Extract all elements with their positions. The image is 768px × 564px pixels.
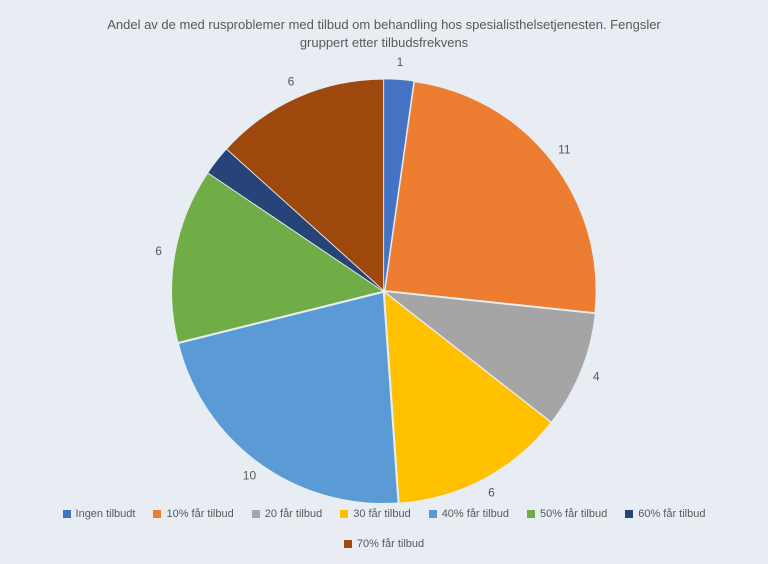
legend-label: Ingen tilbudt (76, 508, 136, 520)
pie-slices (172, 79, 596, 503)
legend-swatch (340, 510, 348, 518)
legend-swatch (625, 510, 633, 518)
title-line-1: Andel av de med rusproblemer med tilbud … (107, 17, 661, 32)
slice-value-label: 6 (155, 244, 162, 258)
legend-item: 70% får tilbud (344, 538, 424, 550)
legend-label: 10% får tilbud (166, 508, 233, 520)
slice-value-label: 6 (288, 74, 295, 88)
slice-value-label: 1 (397, 56, 404, 69)
legend-swatch (527, 510, 535, 518)
legend-label: 40% får tilbud (442, 508, 509, 520)
legend-swatch (429, 510, 437, 518)
legend-item: Ingen tilbudt (63, 508, 136, 520)
pie-slice (386, 82, 596, 312)
slice-value-label: 4 (593, 369, 600, 383)
legend-label: 50% får tilbud (540, 508, 607, 520)
legend-label: 70% får tilbud (357, 538, 424, 550)
slice-value-label: 6 (488, 486, 495, 500)
legend-item: 60% får tilbud (625, 508, 705, 520)
slice-value-label: 11 (558, 143, 571, 157)
chart-title: Andel av de med rusproblemer med tilbud … (0, 16, 768, 51)
legend-label: 60% får tilbud (638, 508, 705, 520)
legend-item: 50% får tilbud (527, 508, 607, 520)
legend-item: 20 får tilbud (252, 508, 322, 520)
title-line-2: gruppert etter tilbudsfrekvens (300, 35, 468, 50)
slice-value-label: 10 (243, 469, 257, 483)
legend-item: 30 får tilbud (340, 508, 410, 520)
chart-container: Andel av de med rusproblemer med tilbud … (0, 0, 768, 564)
legend: Ingen tilbudt 10% får tilbud 20 får tilbud… (0, 508, 768, 550)
legend-swatch (153, 510, 161, 518)
legend-swatch (63, 510, 71, 518)
legend-swatch (252, 510, 260, 518)
legend-item: 40% får tilbud (429, 508, 509, 520)
legend-item: 10% får tilbud (153, 508, 233, 520)
legend-label: 30 får tilbud (353, 508, 410, 520)
legend-swatch (344, 540, 352, 548)
legend-label: 20 får tilbud (265, 508, 322, 520)
pie-chart: 111461066 (124, 56, 644, 526)
